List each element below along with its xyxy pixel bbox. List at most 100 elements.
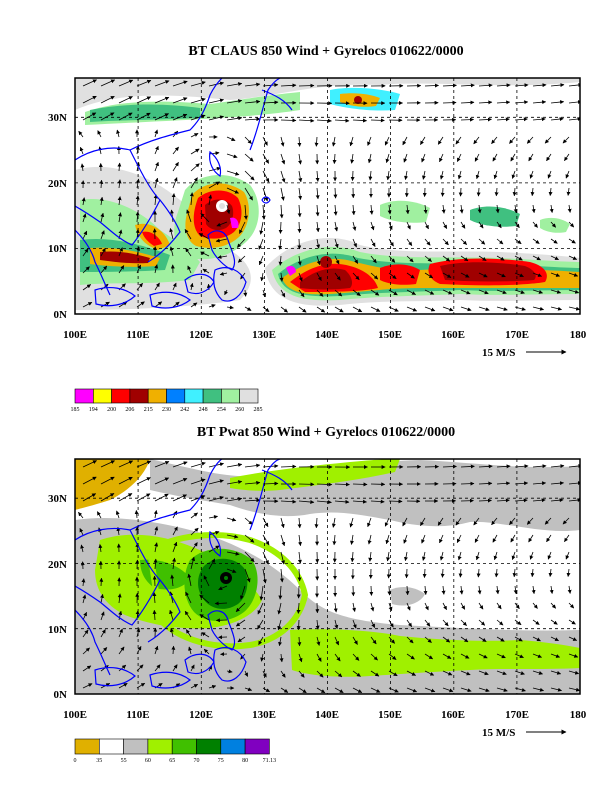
map1-frame: [74, 77, 581, 315]
wind-vector: [154, 96, 170, 104]
wind-vector: [496, 272, 506, 278]
wind-vector: [280, 136, 285, 147]
wind-vector: [82, 647, 90, 655]
wind-vector: [152, 575, 157, 587]
wind-vector: [424, 83, 439, 88]
colorbar-swatch: [244, 738, 270, 755]
wind-vector: [315, 204, 320, 217]
wind-vector: [169, 228, 174, 240]
colorbar-label: 185: [71, 407, 80, 413]
wind-vector: [135, 211, 140, 223]
wind-vector: [154, 542, 159, 553]
wind-vector: [184, 610, 192, 621]
wind-vector: [352, 687, 363, 693]
wind-vector: [82, 213, 87, 223]
wind-vector: [316, 670, 324, 678]
map2-vector-label: 15 M/S: [482, 727, 515, 739]
wind-vector: [420, 136, 426, 145]
wind-vector: [350, 170, 355, 181]
wind-vector: [262, 289, 267, 298]
wind-vector: [388, 221, 393, 230]
map2-lon-ticks: 100E 110E 120E 130E 140E 150E 160E 170E …: [63, 709, 587, 721]
wind-vector: [190, 461, 206, 468]
wind-vector: [262, 534, 270, 546]
wind-vector: [478, 687, 490, 693]
wind-vector: [244, 136, 252, 144]
wind-vector: [478, 306, 490, 312]
wind-vector: [437, 517, 444, 526]
wind-vector: [384, 136, 390, 146]
map1-lon-tick: 160E: [441, 329, 465, 341]
wind-vector: [100, 476, 115, 485]
wind-vector: [316, 272, 322, 282]
wind-vector: [136, 460, 152, 468]
wind-vector: [260, 272, 265, 282]
wind-vector: [334, 670, 343, 678]
wind-vector: [184, 228, 192, 240]
wind-vector: [208, 166, 221, 172]
wind-vector: [100, 247, 106, 257]
wind-vector: [478, 272, 488, 278]
wind-vector: [82, 112, 97, 121]
colorbar-swatch: [129, 388, 149, 404]
map1-colorbar: 185 194 200 206 215 230 242 248 254 260 285: [71, 388, 263, 413]
wind-vector: [172, 526, 178, 536]
wind-vector: [550, 238, 558, 244]
wind-vector: [334, 499, 350, 504]
wind-vector: [235, 602, 246, 612]
colorbar-swatch: [123, 738, 149, 755]
wind-vector: [334, 272, 341, 281]
wind-vector: [235, 619, 246, 627]
wind-vector: [442, 255, 451, 262]
map2-lon-tick: 100E: [63, 709, 87, 721]
wind-vector: [550, 221, 556, 228]
wind-vector: [547, 170, 552, 179]
wind-vector: [350, 534, 354, 545]
map2-lon-tick: 160E: [441, 709, 465, 721]
wind-vector: [460, 636, 469, 643]
wind-vector: [208, 545, 220, 553]
map2-colorbar: 0 35 55 60 65 70 75 80 71.13: [74, 738, 276, 764]
wind-vector: [476, 568, 481, 578]
wind-vector: [370, 619, 376, 628]
wind-vector: [460, 221, 466, 229]
colorbar-swatch: [111, 388, 131, 404]
wind-vector: [172, 664, 178, 672]
wind-vector: [349, 136, 354, 147]
wind-vector: [562, 136, 570, 144]
wind-vector: [118, 493, 133, 502]
wind-vector: [237, 238, 246, 248]
wind-vector: [442, 670, 453, 676]
wind-vector: [171, 645, 176, 655]
wind-vector: [203, 575, 210, 587]
wind-vector: [352, 636, 358, 645]
wind-vector: [226, 517, 237, 522]
wind-vector: [386, 170, 391, 181]
wind-vector: [81, 578, 86, 587]
wind-vector: [297, 238, 302, 250]
wind-vector: [190, 664, 195, 672]
wind-vector: [316, 500, 332, 505]
colorbar-label: 75: [218, 758, 224, 764]
wind-vector: [514, 255, 523, 261]
wind-vector: [473, 517, 480, 526]
colorbar-swatch: [196, 738, 222, 755]
wind-vector: [350, 551, 355, 563]
wind-vector: [136, 646, 142, 655]
wind-vector: [154, 460, 170, 468]
wind-vector: [514, 653, 524, 659]
wind-vector: [496, 670, 507, 676]
wind-vector: [297, 136, 302, 147]
wind-vector: [510, 534, 516, 543]
wind-vector: [226, 187, 239, 194]
wind-vector: [424, 289, 435, 295]
wind-vector: [352, 221, 357, 231]
map1-lon-tick: 100E: [63, 329, 87, 341]
wind-vector: [460, 481, 475, 486]
wind-vector: [496, 83, 511, 88]
wind-vector: [566, 187, 571, 196]
map-panel-1: BT CLAUS 850 Wind + Gyrelocs 010622/0000: [48, 44, 587, 413]
wind-vector: [477, 204, 482, 214]
wind-vector: [496, 498, 510, 503]
